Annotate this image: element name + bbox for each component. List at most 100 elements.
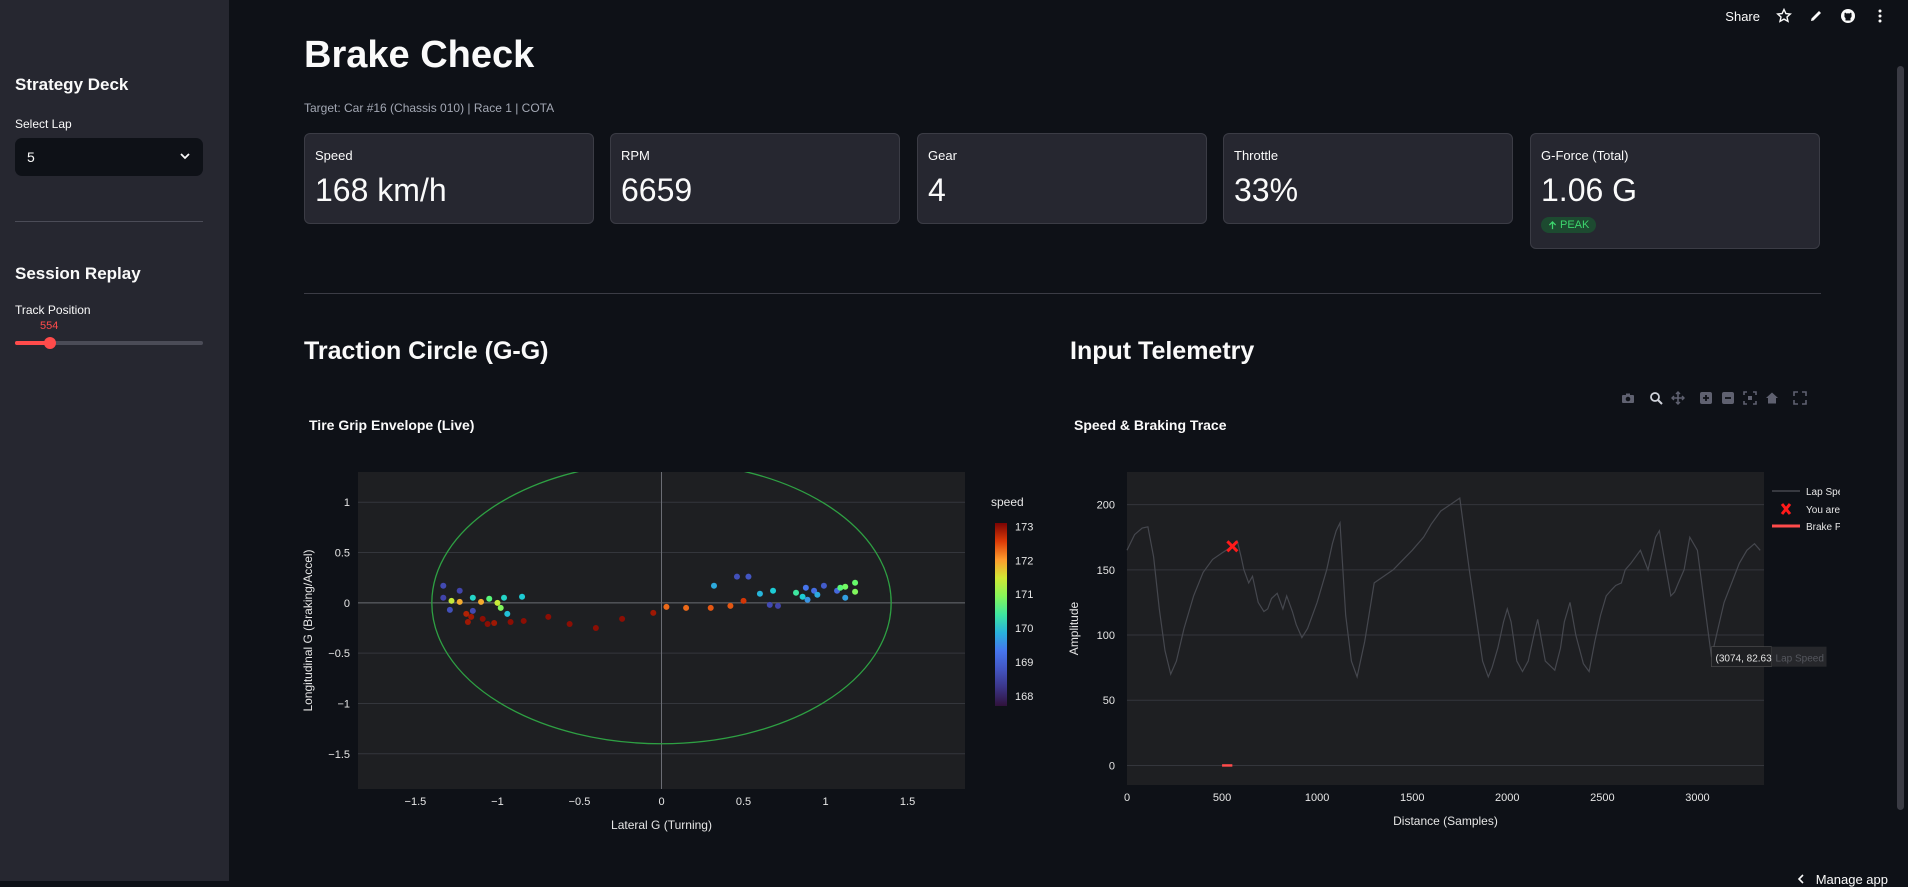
track-position-label: Track Position (15, 303, 91, 317)
chevron-down-icon (179, 149, 191, 165)
scatter-point (727, 602, 734, 609)
traction-circle-chart[interactable]: 1 0.5 0 −0.5 −1 −1.5 −1.5 −1 −0.5 0 0.5 1 1.5 Lateral… (300, 440, 1060, 870)
scatter-point (469, 594, 476, 601)
scatter-point (486, 595, 493, 602)
x-tick-label: −1 (491, 796, 504, 808)
hover-series-box (1771, 646, 1827, 667)
scatter-point (592, 624, 599, 631)
colorbar-tick-label: 172 (1015, 555, 1033, 567)
y-tick-label: −1.5 (328, 749, 350, 761)
autoscale-icon[interactable] (1742, 390, 1758, 406)
page-title: Brake Check (304, 34, 535, 76)
scatter-point (619, 615, 626, 622)
scatter-point (733, 573, 740, 580)
arrow-up-icon (1548, 220, 1557, 229)
scatter-point (479, 615, 486, 622)
metric-label: G-Force (Total) (1541, 148, 1629, 163)
scatter-point (468, 613, 475, 620)
scatter-point (519, 593, 526, 600)
y-tick-label: 0.5 (335, 548, 350, 560)
y-tick-label: 200 (1097, 500, 1115, 512)
scatter-point (793, 589, 800, 596)
scatter-point (456, 587, 463, 594)
y-tick-label: 0 (344, 598, 350, 610)
traction-plot-title: Tire Grip Envelope (Live) (309, 417, 475, 433)
scatter-point (484, 620, 491, 627)
page-scrollbar[interactable] (1897, 66, 1904, 810)
colorbar-tick-label: 169 (1015, 657, 1033, 669)
plot-modebar (1620, 390, 1808, 406)
x-axis-title: Lateral G (Turning) (611, 818, 712, 832)
colorbar-tick-label: 171 (1015, 589, 1033, 601)
scatter-point (520, 617, 527, 624)
track-position-slider-thumb[interactable] (44, 337, 56, 349)
scatter-point (650, 609, 657, 616)
metric-value: 1.06 G (1541, 172, 1638, 208)
fullscreen-icon[interactable] (1792, 390, 1808, 406)
legend-brake-pressure-label: Brake Pressure (1806, 522, 1840, 533)
y-tick-label: 100 (1097, 630, 1115, 642)
colorbar-tick-label: 168 (1015, 691, 1033, 703)
y-axis-title: Longitudinal G (Braking/Accel) (301, 549, 315, 711)
zoom-in-icon[interactable] (1698, 390, 1714, 406)
app-toolbar: Share (1725, 8, 1888, 24)
metric-value: 6659 (621, 172, 693, 208)
scatter-point (707, 604, 714, 611)
y-tick-label: −0.5 (328, 648, 350, 660)
zoom-out-icon[interactable] (1720, 390, 1736, 406)
colorbar (995, 523, 1007, 706)
lap-select-value: 5 (27, 149, 35, 165)
metric-card-gear: Gear 4 (917, 133, 1207, 224)
scatter-point (756, 590, 763, 597)
metric-label: Speed (315, 148, 353, 163)
metric-label: RPM (621, 148, 650, 163)
x-tick-label: 0 (1124, 792, 1130, 804)
scatter-point (478, 598, 485, 605)
scatter-point (497, 604, 504, 611)
camera-icon[interactable] (1620, 390, 1636, 406)
github-icon[interactable] (1840, 8, 1856, 24)
x-tick-label: 1000 (1305, 792, 1329, 804)
zoom-icon[interactable] (1648, 390, 1664, 406)
more-options-icon[interactable] (1872, 8, 1888, 24)
metric-delta-text: PEAK (1560, 219, 1590, 231)
sidebar-divider (15, 221, 203, 222)
scatter-point (802, 584, 809, 591)
metric-card-speed: Speed 168 km/h (304, 133, 594, 224)
scatter-point (501, 594, 508, 601)
manage-app-label: Manage app (1815, 872, 1888, 887)
scatter-point (804, 596, 811, 603)
metric-delta-badge: PEAK (1541, 217, 1597, 233)
x-tick-label: 0 (658, 796, 664, 808)
y-tick-label: −1 (337, 698, 350, 710)
scatter-point (491, 619, 498, 626)
lap-select[interactable]: 5 (15, 138, 203, 176)
scatter-point (740, 597, 747, 604)
x-tick-label: 1.5 (900, 796, 915, 808)
scatter-point (799, 593, 806, 600)
traction-circle-heading: Traction Circle (G-G) (304, 337, 549, 365)
scatter-point (448, 597, 455, 604)
colorbar-tick-label: 170 (1015, 623, 1033, 635)
x-tick-label: 3000 (1685, 792, 1709, 804)
track-position-slider-track[interactable] (15, 341, 203, 345)
metric-card-rpm: RPM 6659 (610, 133, 900, 224)
scatter-point (456, 598, 463, 605)
share-button[interactable]: Share (1725, 8, 1760, 24)
star-icon[interactable] (1776, 8, 1792, 24)
x-tick-label: 500 (1213, 792, 1231, 804)
y-tick-label: 50 (1103, 695, 1115, 707)
pan-icon[interactable] (1670, 390, 1686, 406)
home-icon[interactable] (1764, 390, 1780, 406)
manage-app-button[interactable]: Manage app (1796, 872, 1888, 887)
scatter-point (566, 620, 573, 627)
scatter-point (710, 582, 717, 589)
scatter-point (463, 610, 470, 617)
scatter-point (469, 607, 476, 614)
y-tick-label: 1 (344, 497, 350, 509)
scatter-point (842, 594, 849, 601)
scatter-point (852, 579, 859, 586)
edit-icon[interactable] (1808, 8, 1824, 24)
metric-value: 33% (1234, 172, 1299, 208)
